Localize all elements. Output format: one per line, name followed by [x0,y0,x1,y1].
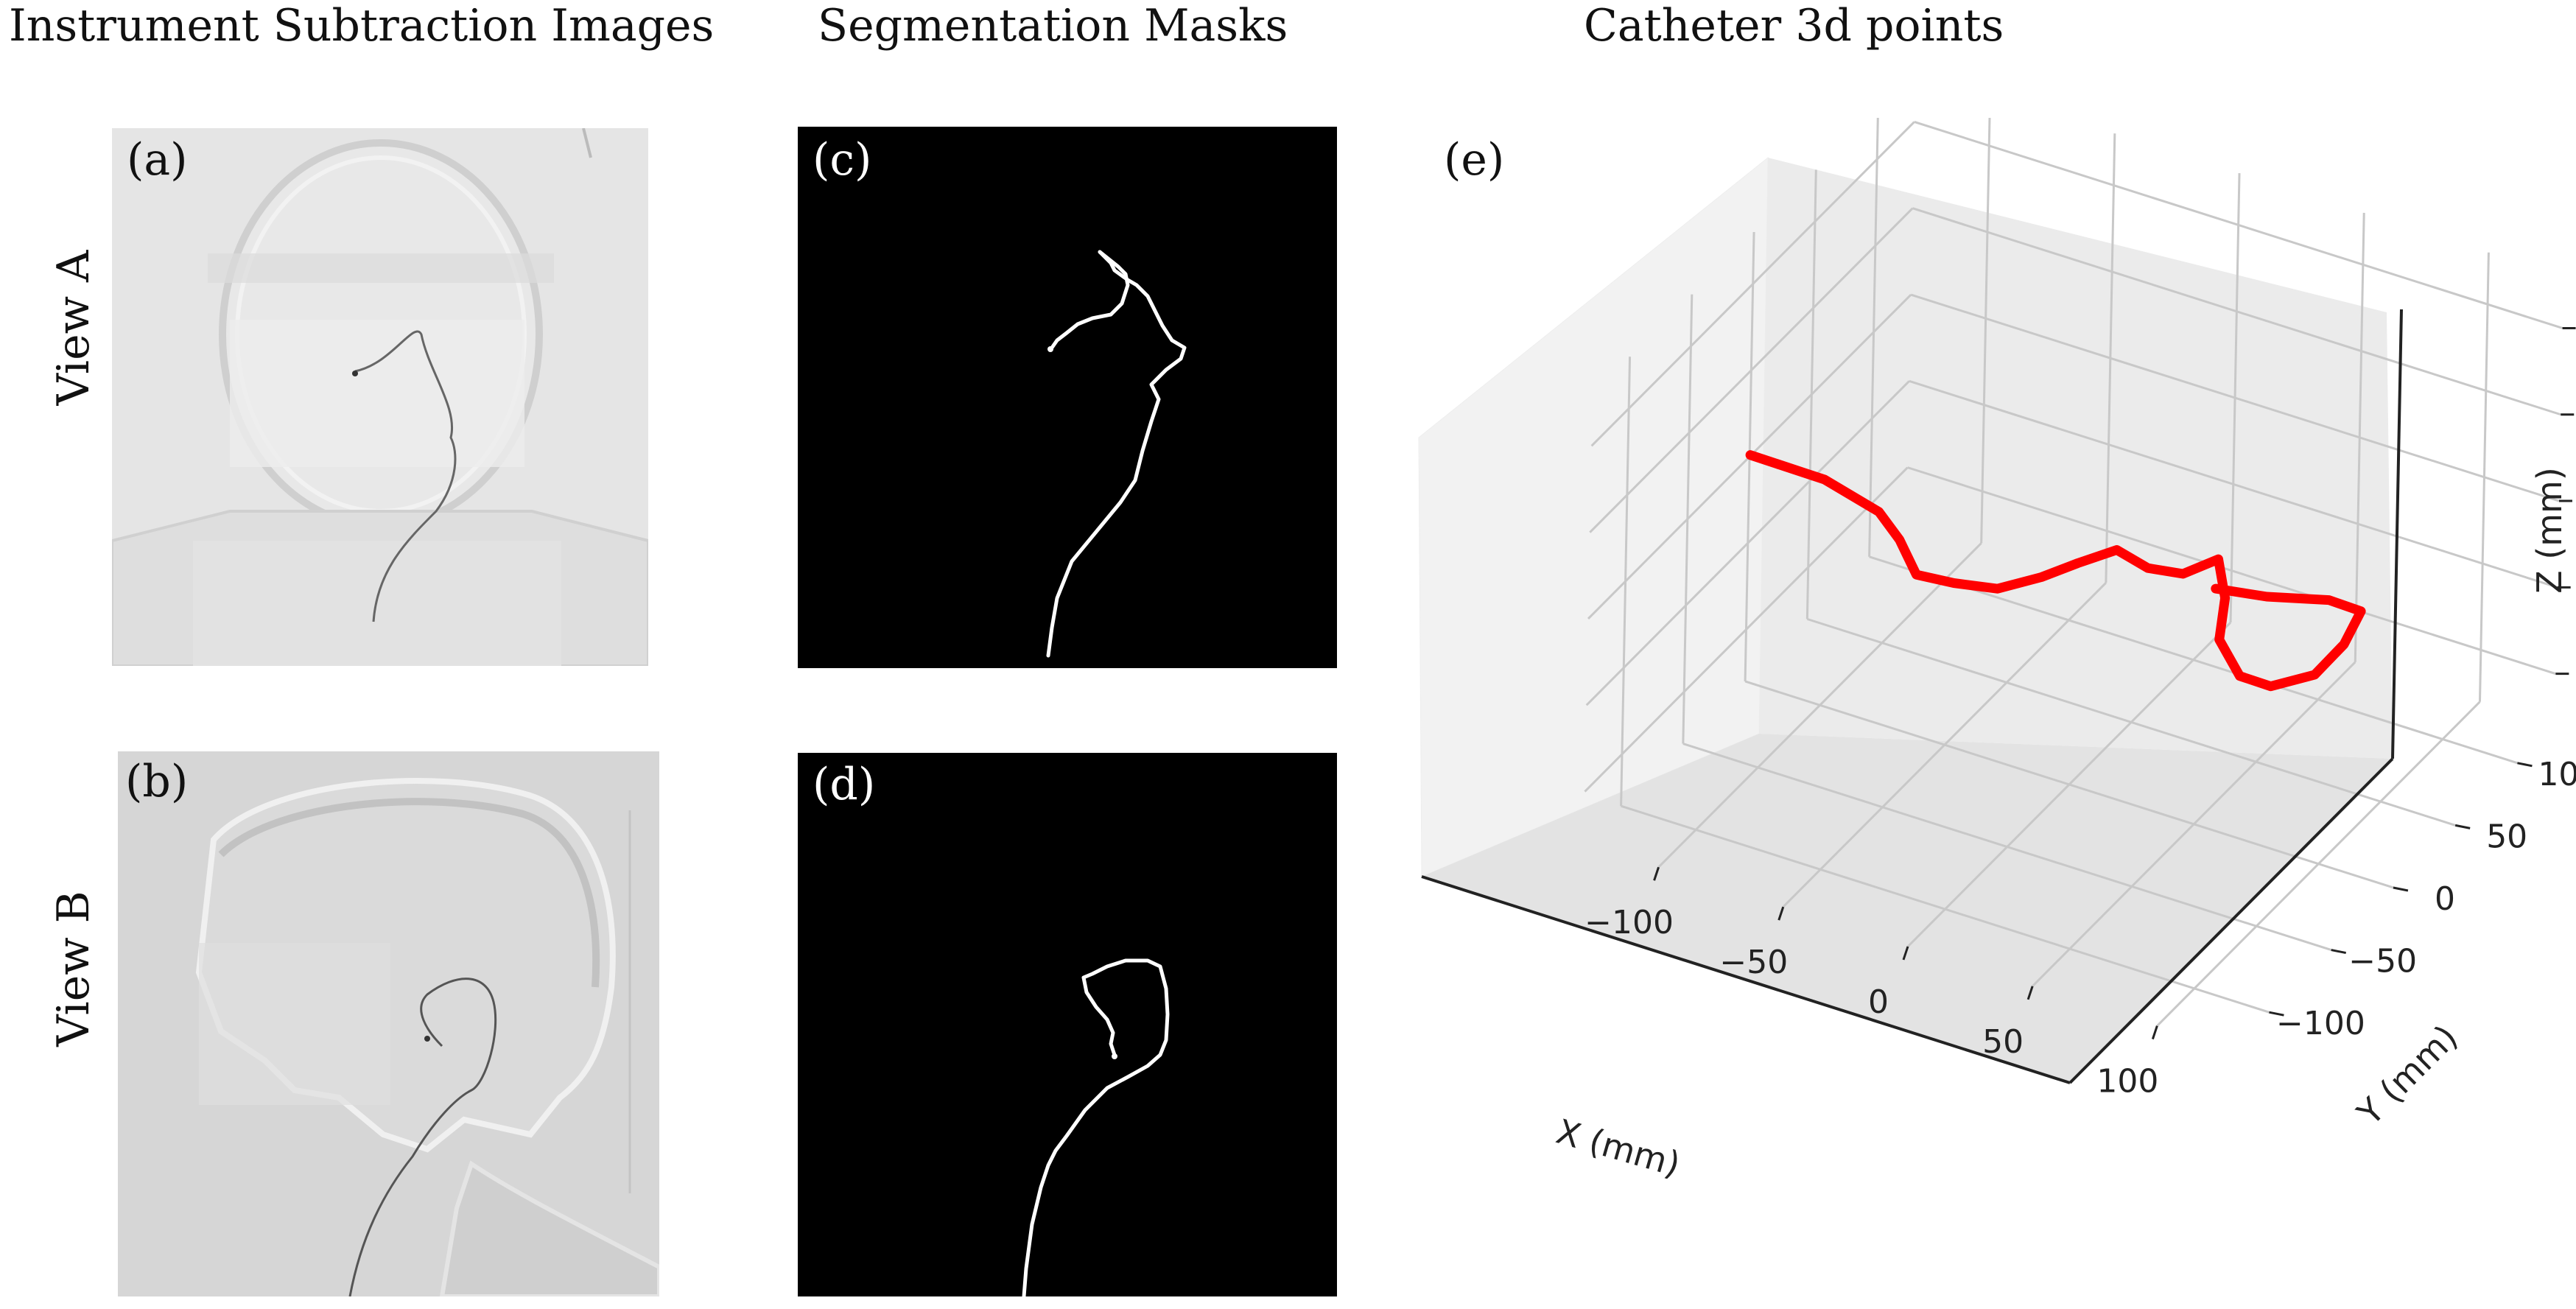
y-tick-mark [2454,824,2471,829]
grid-line [1914,121,2563,329]
col2-title: Segmentation Masks [818,0,1288,52]
grid-line [2156,701,2481,1027]
x-axis-label: X (mm) [1552,1112,1685,1185]
row-label-view-b: View B [48,891,99,1047]
grid-line [1806,617,2456,827]
panel-label-e: (e) [1444,134,1505,186]
subtraction-image-view-b [118,751,659,1296]
grid-lines [1584,94,2563,1027]
x-tick-mark [1902,946,1909,961]
x-tick-label: 50 [1982,1023,2024,1061]
y-axis-label: Y (mm) [2349,1017,2466,1134]
y-tick-label: 0 [2435,880,2455,918]
x-tick-mark [1777,906,1785,921]
grid-line [1589,207,1914,533]
y-tick-mark [2269,1011,2284,1017]
grid-line [2478,252,2490,702]
y-tick-label: 100 [2538,756,2576,793]
pane-floor [1422,734,2393,1083]
z-axis-label: Z (mm) [2530,467,2569,594]
x-tick-mark [2026,986,2034,1000]
grid-line [1744,680,2394,889]
y-tick-mark [2393,886,2409,892]
grid-line [1868,107,1880,557]
x-tick-mark [1653,866,1660,881]
grid-line [1910,293,2560,502]
catheter-3d-plot: −100−50050100−100−50050100−100−50050100 … [1414,94,2576,1306]
catheter-series [1745,450,2366,692]
x-tick-label: 0 [1868,983,1889,1021]
x-tick-label: 100 [2096,1063,2158,1101]
x-tick-label: −50 [1719,944,1788,981]
panel-label-b: (b) [125,756,189,807]
x-tick-label: −100 [1584,904,1674,941]
catheter-path [1745,450,2366,692]
pane-back-wall [1759,158,2393,759]
row-label-view-a: View A [48,250,99,406]
panel-label-c: (c) [813,134,872,186]
y-tick-label: −50 [2348,943,2417,980]
grid-line [1912,207,2561,416]
x-tick-mark [2151,1025,2158,1040]
panel-label-a: (a) [127,134,188,186]
panel-label-d: (d) [813,759,876,810]
col1-title: Instrument Subtraction Images [9,0,715,52]
y-tick-mark [2517,762,2533,768]
y-tick-label: −100 [2276,1005,2365,1042]
y-tick-label: 50 [2486,818,2527,855]
grid-line [1805,169,1817,620]
segmentation-mask-view-b [798,753,1337,1296]
subtraction-image-view-a [112,128,648,666]
grid-line [2032,661,2356,987]
axis-lines [1421,309,2403,1084]
col3-title: Catheter 3d points [1584,0,2004,52]
grid-line [1590,121,1915,447]
plot-3d-svg: −100−50050100−100−50050100−100−50050100 … [1418,94,2576,1185]
y-tick-mark [2331,949,2346,955]
segmentation-mask-view-a [798,127,1337,668]
grid-line [2354,212,2365,662]
grid-line [1869,555,2518,765]
